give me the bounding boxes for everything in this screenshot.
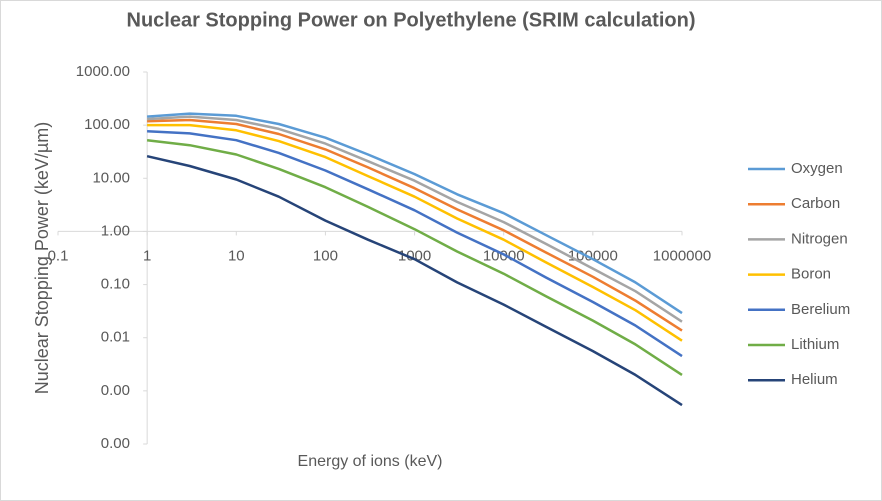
legend-label: Oxygen [791,160,843,177]
legend-label: Helium [791,371,838,388]
y-tick-label: 1000.00 [76,63,130,80]
legend-label: Nitrogen [791,230,848,247]
legend-label: Carbon [791,195,840,212]
legend-label: Boron [791,266,831,283]
x-tick-label: 1000 [398,247,431,264]
y-tick-label: 0.00 [101,382,130,399]
x-axis-label: Energy of ions (keV) [298,453,443,470]
series-line [147,115,683,323]
x-tick-label: 10 [228,247,245,264]
series-line [147,112,683,315]
legend-label: Berelium [791,301,850,318]
x-tick-label: 0.1 [48,247,69,264]
y-tick-label: 0.00 [101,435,130,452]
y-tick-label: 0.01 [101,329,130,346]
x-tick-label: 1 [143,247,151,264]
series-line [147,118,683,332]
y-tick-label: 1.00 [101,222,130,239]
x-tick-label: 100 [313,247,338,264]
series-line [146,154,683,407]
y-tick-label: 0.10 [101,276,130,293]
y-tick-label: 100.00 [84,116,130,133]
series-line [147,129,683,358]
series-line [147,123,683,342]
legend-label: Lithium [791,336,839,353]
chart-title: Nuclear Stopping Power on Polyethylene (… [127,9,696,31]
y-tick-label: 10.00 [92,169,130,186]
x-tick-label: 1000000 [653,247,711,264]
y-axis-label: Nuclear Stopping Power (keV/µm) [32,122,52,394]
series-line [146,138,683,376]
